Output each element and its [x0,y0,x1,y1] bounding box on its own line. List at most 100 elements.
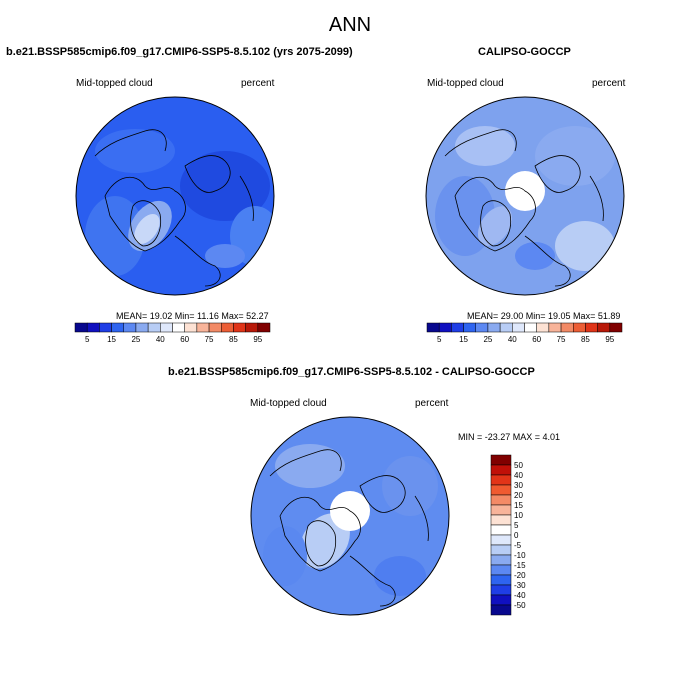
colorbar-tick-label: 95 [605,335,614,344]
contour-region [263,526,307,586]
contour-region [374,556,426,596]
colorbar-swatch [560,322,574,333]
contour-region [535,126,615,186]
colorbar-swatch [490,604,512,616]
colorbar-tick-label: 95 [253,335,262,344]
colorbar-swatch [257,322,271,333]
colorbar-tick-label: 25 [131,335,140,344]
colorbar-swatch [609,322,623,333]
coastline [104,176,186,252]
coastline [184,155,231,193]
panel-title-obs: CALIPSO-GOCCP [478,46,571,58]
colorbar-swatch [221,322,234,333]
colorbar-swatch [524,322,537,333]
contour-region [477,206,513,246]
colorbar-tick-label: 40 [156,335,165,344]
panel-label-units-diff: percent [415,398,449,409]
colorbar-swatch [490,514,512,526]
colorbar-swatch [245,322,259,333]
panel-label-variable-obs: Mid-topped cloud [427,78,504,89]
colorbar-swatch [184,322,198,333]
colorbar-tick-label: 0 [514,531,519,540]
contour-region [382,456,438,516]
colorbar-swatch [111,322,124,333]
colorbar-model: 5 15 25 40 60 75 85 95 [74,322,271,344]
colorbar-swatch [147,322,161,333]
colorbar-tick-label: 75 [205,335,214,344]
colorbar-tick-label: -15 [514,561,526,570]
colorbar-swatch [536,322,550,333]
coastline [305,520,337,567]
colorbar-tick-label: 15 [514,501,523,510]
colorbar-tick-label: 5 [437,335,442,344]
colorbar-tick-label: -10 [514,551,526,560]
coastline [94,129,167,157]
coastline [534,155,581,193]
colorbar-obs: 5 15 25 40 60 75 85 95 [426,322,623,344]
colorbar-swatch [426,322,440,333]
panel-label-units-model: percent [241,78,275,89]
colorbar-tick-label: 5 [514,521,519,530]
stats-model: MEAN= 19.02 Min= 11.16 Max= 52.27 [116,311,269,321]
polar-map-diff [250,416,450,616]
contour-region [205,244,245,268]
coastline [359,475,406,513]
panel-label-variable-diff: Mid-topped cloud [250,398,327,409]
colorbar-swatch [490,574,512,586]
panel-title-diff: b.e21.BSSP585cmip6.f09_g17.CMIP6-SSP5-8.… [168,366,535,378]
colorbar-swatch [208,322,222,333]
colorbar-swatch [438,322,452,333]
contour-region [515,242,555,270]
coastline [524,235,571,287]
polar-map-model [75,96,275,296]
colorbar-tick-label: 60 [532,335,541,344]
colorbar-swatch [490,544,512,556]
panel-label-variable-model: Mid-topped cloud [76,78,153,89]
colorbar-swatch [490,474,512,486]
stats-obs: MEAN= 29.00 Min= 19.05 Max= 51.89 [467,311,621,321]
contour-region [95,129,175,173]
colorbar-swatch [597,322,611,333]
contour-region [134,213,160,245]
colorbar-swatch [573,322,586,333]
contour-region [180,151,270,221]
colorbar-tick-label: 40 [508,335,517,344]
colorbar-swatch [135,322,149,333]
colorbar-tick-label: -30 [514,581,526,590]
coastline [269,449,342,477]
contour-region [455,126,515,166]
colorbar-swatch [74,322,88,333]
coastline [279,496,361,572]
colorbar-tick-label: 85 [581,335,590,344]
colorbar-swatch [490,594,512,606]
colorbar-tick-label: 30 [514,481,523,490]
colorbar-swatch [490,494,512,506]
colorbar-swatch [490,484,512,496]
coastline [480,200,512,247]
colorbar-tick-label: -5 [514,541,522,550]
colorbar-swatch [490,454,512,466]
colorbar-swatch [490,554,512,566]
colorbar-swatch [233,322,246,333]
colorbar-tick-label: 25 [483,335,492,344]
colorbar-swatch [123,322,137,333]
colorbar-swatch [490,504,512,516]
coastline [454,176,536,252]
colorbar-swatch [512,322,525,333]
polar-map-obs [425,96,625,296]
coastline [589,175,604,222]
colorbar-swatch [172,322,185,333]
contour-region [85,196,145,276]
colorbar-tick-label: 50 [514,461,523,470]
panel-title-model: b.e21.BSSP585cmip6.f09_g17.CMIP6-SSP5-8.… [6,46,353,58]
contour-region [300,513,350,569]
colorbar-tick-label: 20 [514,491,523,500]
colorbar-tick-label: 15 [459,335,468,344]
colorbar-tick-label: -20 [514,571,526,580]
colorbar-swatch [160,322,173,333]
panel-label-units-obs: percent [592,78,626,89]
colorbar-swatch [86,322,100,333]
colorbar-tick-label: 15 [107,335,116,344]
colorbar-swatch [490,534,512,546]
